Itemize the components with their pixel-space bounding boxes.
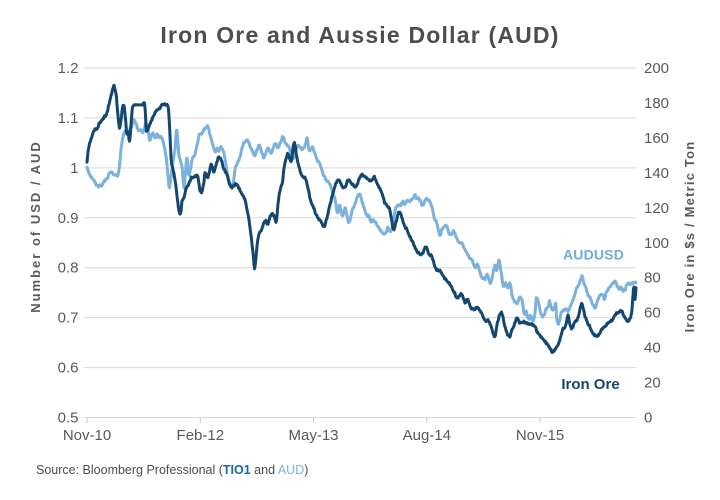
svg-text:0: 0: [644, 410, 652, 427]
svg-text:0.5: 0.5: [58, 410, 79, 427]
svg-text:20: 20: [644, 375, 661, 392]
svg-text:200: 200: [644, 60, 669, 77]
svg-text:60: 60: [644, 305, 661, 322]
svg-text:0.8: 0.8: [58, 260, 79, 277]
svg-text:140: 140: [644, 165, 669, 182]
svg-text:Source: Bloomberg Professional: Source: Bloomberg Professional (TIO1 and…: [36, 463, 308, 477]
svg-text:180: 180: [644, 95, 669, 112]
svg-text:Iron Ore and Aussie Dollar (AU: Iron Ore and Aussie Dollar (AUD): [160, 22, 559, 48]
svg-text:Nov-15: Nov-15: [516, 427, 564, 444]
svg-text:May-13: May-13: [288, 427, 338, 444]
svg-text:Aug-14: Aug-14: [403, 427, 451, 444]
svg-text:1.1: 1.1: [58, 110, 79, 127]
svg-text:0.7: 0.7: [58, 310, 79, 327]
svg-text:Iron Ore in $s / Metric Ton: Iron Ore in $s / Metric Ton: [682, 141, 697, 333]
svg-text:40: 40: [644, 340, 661, 357]
svg-text:AUDUSD: AUDUSD: [563, 247, 624, 263]
svg-text:0.9: 0.9: [58, 210, 79, 227]
svg-text:Number of USD / AUD: Number of USD / AUD: [28, 140, 43, 313]
svg-text:Feb-12: Feb-12: [177, 427, 225, 444]
svg-text:1: 1: [70, 160, 78, 177]
svg-text:160: 160: [644, 130, 669, 147]
svg-text:100: 100: [644, 235, 669, 252]
svg-text:Iron Ore: Iron Ore: [561, 376, 619, 393]
svg-text:80: 80: [644, 270, 661, 287]
svg-text:0.6: 0.6: [58, 360, 79, 377]
svg-text:Nov-10: Nov-10: [63, 427, 111, 444]
svg-text:120: 120: [644, 200, 669, 217]
svg-text:1.2: 1.2: [58, 60, 79, 77]
